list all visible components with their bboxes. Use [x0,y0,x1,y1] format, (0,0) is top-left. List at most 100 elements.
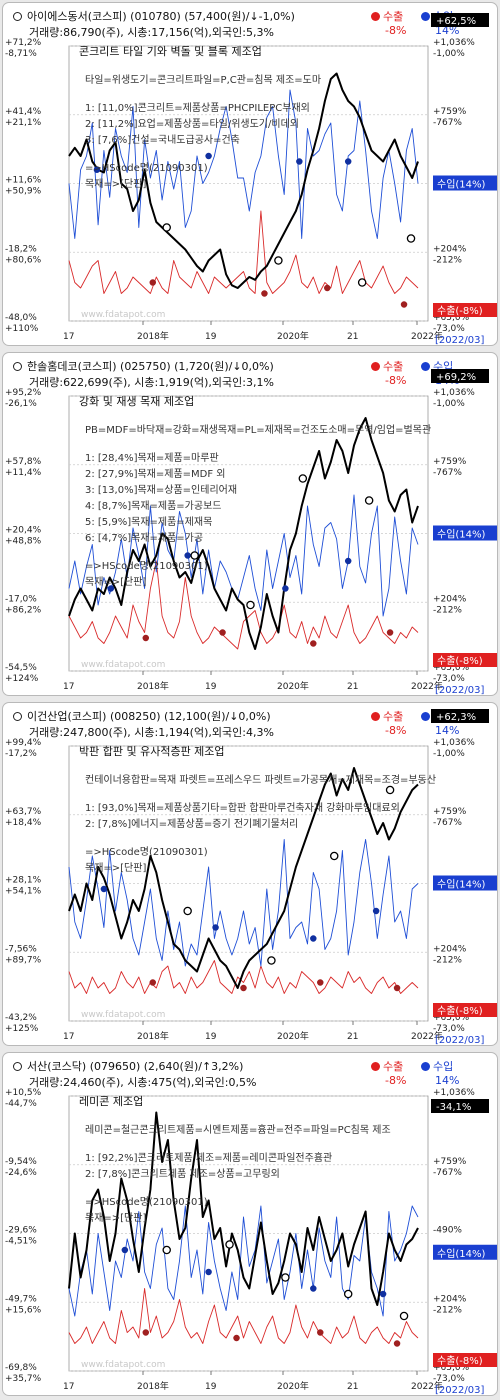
right-axis-label: +1,036% [433,388,475,398]
right-axis-label: -767% [433,1168,462,1178]
left-axis-label: +54,1% [5,887,42,897]
annotation-text: 1: [28,4%]목재=제품=마루판 [85,452,219,464]
annotation-text: 3: [7,6%]건설=국내도급공사=건축 [85,134,240,146]
import-end-label: 수입(14%) [437,178,486,191]
import-point [372,907,380,915]
legend-import-label: 수입 [433,1060,454,1073]
annotation-text: =>HScode명(21090301) [85,162,208,174]
annotation-text: PB=MDF=바닥재=강화=재생목재=PL=제재목=건조도소매=무역/임업=벌목… [85,423,431,436]
right-axis-label: +1,036% [433,1088,475,1098]
watermark: www.fdatapot.com [81,660,165,670]
stock-series-line [68,767,419,989]
right-axis-label: +65,0% [433,1363,470,1373]
annotation-text: 박판 합판 및 유사적층판 제조업 [79,745,225,758]
right-axis-label: -212% [433,255,462,265]
left-axis-label: +10,5% [5,1088,42,1098]
x-tick-label: 17 [63,682,74,692]
right-axis-label: +759% [433,107,467,117]
chart-svg: +99,4%-17,2% +63,7%+18,4% +28,1%+54,1% -7,5… [5,709,497,1046]
date-label: [2022/03] [435,685,484,696]
annotation-text: 2: [7,8%]에너지=제품상품=증기 전기폐기물처리 [85,818,298,830]
annotation-text: 레미콘=철근콘크리트제품=시멘트제품=흄관=전주=파일=PC침목 제조 [85,1123,391,1136]
export-point [149,279,157,286]
left-axis-label: +21,1% [5,118,42,128]
left-axis-label: +86,2% [5,605,42,615]
annotation-text: 레미콘 제조업 [79,1095,143,1108]
x-tick-label: 21 [347,1032,358,1042]
x-tick-label: 2022年 [411,1030,443,1042]
stock-title[interactable]: 이건산업(코스피) (008250) (12,100(원)/↓0,0%) [13,708,271,724]
left-axis-label: +80,6% [5,255,42,265]
import-point [184,552,191,559]
stock-end-label: -34,1% [436,1102,471,1113]
left-axis-label: +20,4% [5,526,42,536]
left-axis-label: -48,0% [5,313,37,323]
right-axis-label: -212% [433,605,462,615]
annotation-text: 3: [13,0%]목재=상품=인테리어재 [85,484,237,496]
left-axis-label: -17,2% [5,749,37,759]
stock-end-badge [431,709,489,723]
right-axis-label: -767% [433,818,462,828]
stock-name[interactable]: 서산(코스닥) [27,1060,87,1073]
import-point [212,924,219,931]
import-point [93,166,101,173]
stock-title[interactable]: 아이에스동서(코스피) (010780) (57,400(원)/↓-1,0%) [13,8,295,24]
stock-name[interactable]: 이건산업(코스피) [27,710,107,723]
right-axis-label: +204% [433,1294,467,1304]
stock-stats: 거래량:247,800(주), 시총:1,194(억),외국인:4,3% [29,726,274,739]
import-dot-icon [421,712,430,721]
annotation-text: 목재=>[단판] [85,178,146,190]
x-tick-label: 2022年 [411,1380,443,1392]
stock-point [399,1311,409,1321]
export-point [317,979,324,986]
stock-title[interactable]: 서산(코스닥) (079650) (2,640(원)/↑3,2%) [13,1058,243,1074]
stock-series-line [68,72,419,289]
stock-title[interactable]: 한솔홈데코(코스피) (025750) (1,720(원)/↓0,0%) [13,358,274,374]
stock-end-badge [431,13,489,27]
chart-svg: +95,2%-26,1% +57,8%+11,4% +20,4%+48,8% -17,… [5,369,497,696]
left-axis-label: +48,8% [5,537,42,547]
left-axis-label: +15,6% [5,1305,42,1315]
import-point [121,1246,129,1254]
stock-point [281,1273,290,1282]
import-point [310,935,317,942]
export-end-label: 수출(-8%) [437,655,483,667]
annotation-text: 콘크리트 타일 기와 벽돌 및 블록 제조업 [79,44,262,58]
stock-point [364,496,374,505]
export-point [149,979,157,986]
left-axis-label: +18,4% [5,818,42,828]
export-point [142,1329,150,1336]
import-point [205,152,212,160]
date-label: [2022/03] [435,1035,484,1046]
export-series-line [68,960,419,994]
import-point [310,1285,317,1292]
left-axis-label: +99,4% [5,738,42,748]
left-axis-label: +35,7% [5,1374,42,1384]
annotation-text: 2: [11,2%]요업=제품상품=타일/위생도기/비데외 [85,117,299,130]
import-series-line [68,839,419,967]
stock-name[interactable]: 아이에스동서(코스피) [27,10,127,23]
right-axis-label: +1,036% [433,738,475,748]
annotation-text: 1: [92,2%]콘크리트제품 제조=제품=레미콘파일전주흄관 [85,1151,332,1164]
annotation-text: 4: [8,7%]목재=제품=가공보드 [85,500,221,512]
import-dot-icon [421,12,430,21]
annotation-text: 목재=>[단판] [85,1212,146,1224]
x-tick-label: 2020年 [277,1030,309,1042]
import-point [379,1290,387,1298]
x-tick-label: 21 [347,1382,358,1392]
stock-stats: 거래량:622,699(주), 시총:1,919(억),외국인:3,1% [29,376,274,389]
export-point [240,984,247,992]
stock-series-line [68,417,419,650]
x-tick-label: 2020年 [277,330,309,342]
export-point [219,629,226,636]
legend-export-label: 수출 [383,1060,404,1073]
export-point [324,284,331,292]
right-axis-label: +204% [433,944,467,954]
stock-price: (2,640(원)/↑3,2%) [143,1060,244,1073]
export-dot-icon [371,12,380,21]
export-point [142,634,150,642]
left-axis-label: -7,56% [5,944,37,954]
export-point [393,984,401,992]
stock-name[interactable]: 한솔홈데코(코스피) [27,360,117,373]
right-axis-label: +65,0% [433,1013,470,1023]
